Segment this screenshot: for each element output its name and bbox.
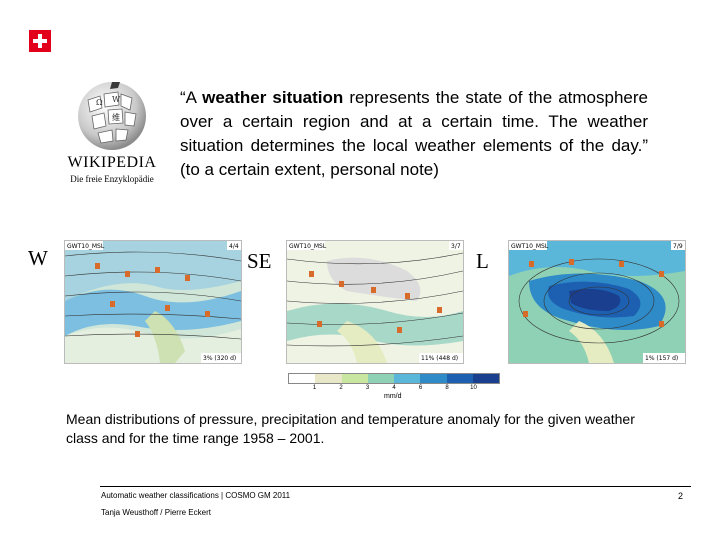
quote-open: “A xyxy=(180,88,203,107)
page-number: 2 xyxy=(678,491,684,501)
scale-swatch xyxy=(394,374,421,383)
scale-tick: 2 xyxy=(339,385,343,391)
weather-map-l: GWT10_MSL 7/9 1% (157 d) xyxy=(508,240,686,364)
weather-map-se: GWT10_MSL 3/7 11% (448 d) xyxy=(286,240,464,364)
scale-swatch xyxy=(446,374,473,383)
precipitation-color-scale: 1 2 3 4 6 8 10 mm/d xyxy=(288,373,500,403)
map-w-note: 3% (320 d) xyxy=(203,355,236,362)
wikipedia-tagline: Die freie Enzyklopädie xyxy=(70,174,154,184)
map-se-tag: GWT10_MSL xyxy=(289,243,327,250)
map-label-se: SE xyxy=(247,249,272,273)
footer-divider xyxy=(100,486,691,487)
wikipedia-logo: Ω W 维 WIKIPEDIA Die freie Enzyklopädie xyxy=(62,78,162,190)
map-label-w: W xyxy=(28,246,48,270)
map-se-note: 11% (448 d) xyxy=(421,355,458,362)
wikipedia-wordmark: WIKIPEDIA xyxy=(67,154,157,171)
scale-tick: 4 xyxy=(392,385,396,391)
scale-color-bar xyxy=(288,373,500,384)
map-label-l: L xyxy=(476,249,489,273)
wikipedia-globe-icon: Ω W 维 xyxy=(78,82,146,150)
scale-swatch xyxy=(420,374,447,383)
map-w-corner: 4/4 xyxy=(229,243,239,250)
scale-tick: 3 xyxy=(365,385,370,391)
scale-swatch xyxy=(367,374,394,383)
scale-tick: 1 xyxy=(312,385,317,391)
scale-tick: 8 xyxy=(445,385,449,391)
map-l-tag: GWT10_MSL xyxy=(511,243,549,250)
scale-unit: mm/d xyxy=(384,393,402,400)
map-l-corner: 7/9 xyxy=(673,243,683,250)
scale-tick: 10 xyxy=(470,385,477,391)
quote-rest: represents the state of the atmosphere o… xyxy=(180,88,648,179)
svg-text:Ω: Ω xyxy=(96,98,103,107)
map-w-tag: GWT10_MSL xyxy=(67,243,105,250)
scale-swatch xyxy=(289,374,316,383)
swiss-flag-logo xyxy=(29,30,51,52)
scale-tick: 6 xyxy=(418,385,423,391)
scale-swatch xyxy=(341,374,368,383)
svg-text:W: W xyxy=(112,95,121,104)
definition-quote: “A weather situation represents the stat… xyxy=(180,86,648,182)
footer-authors: Tanja Weusthoff / Pierre Eckert xyxy=(101,508,211,517)
svg-text:维: 维 xyxy=(112,112,120,122)
scale-swatch xyxy=(315,374,342,383)
map-l-note: 1% (157 d) xyxy=(645,355,678,362)
footer-title: Automatic weather classifications | COSM… xyxy=(101,491,291,500)
weather-map-w: GWT10_MSL 4/4 3% (320 d) xyxy=(64,240,242,364)
scale-tick-labels: 1 2 3 4 6 8 10 xyxy=(288,384,500,394)
scale-swatch xyxy=(472,374,499,383)
figure-caption: Mean distributions of pressure, precipit… xyxy=(66,411,635,446)
map-se-corner: 3/7 xyxy=(451,243,461,250)
quote-bold-term: weather situation xyxy=(202,88,344,107)
